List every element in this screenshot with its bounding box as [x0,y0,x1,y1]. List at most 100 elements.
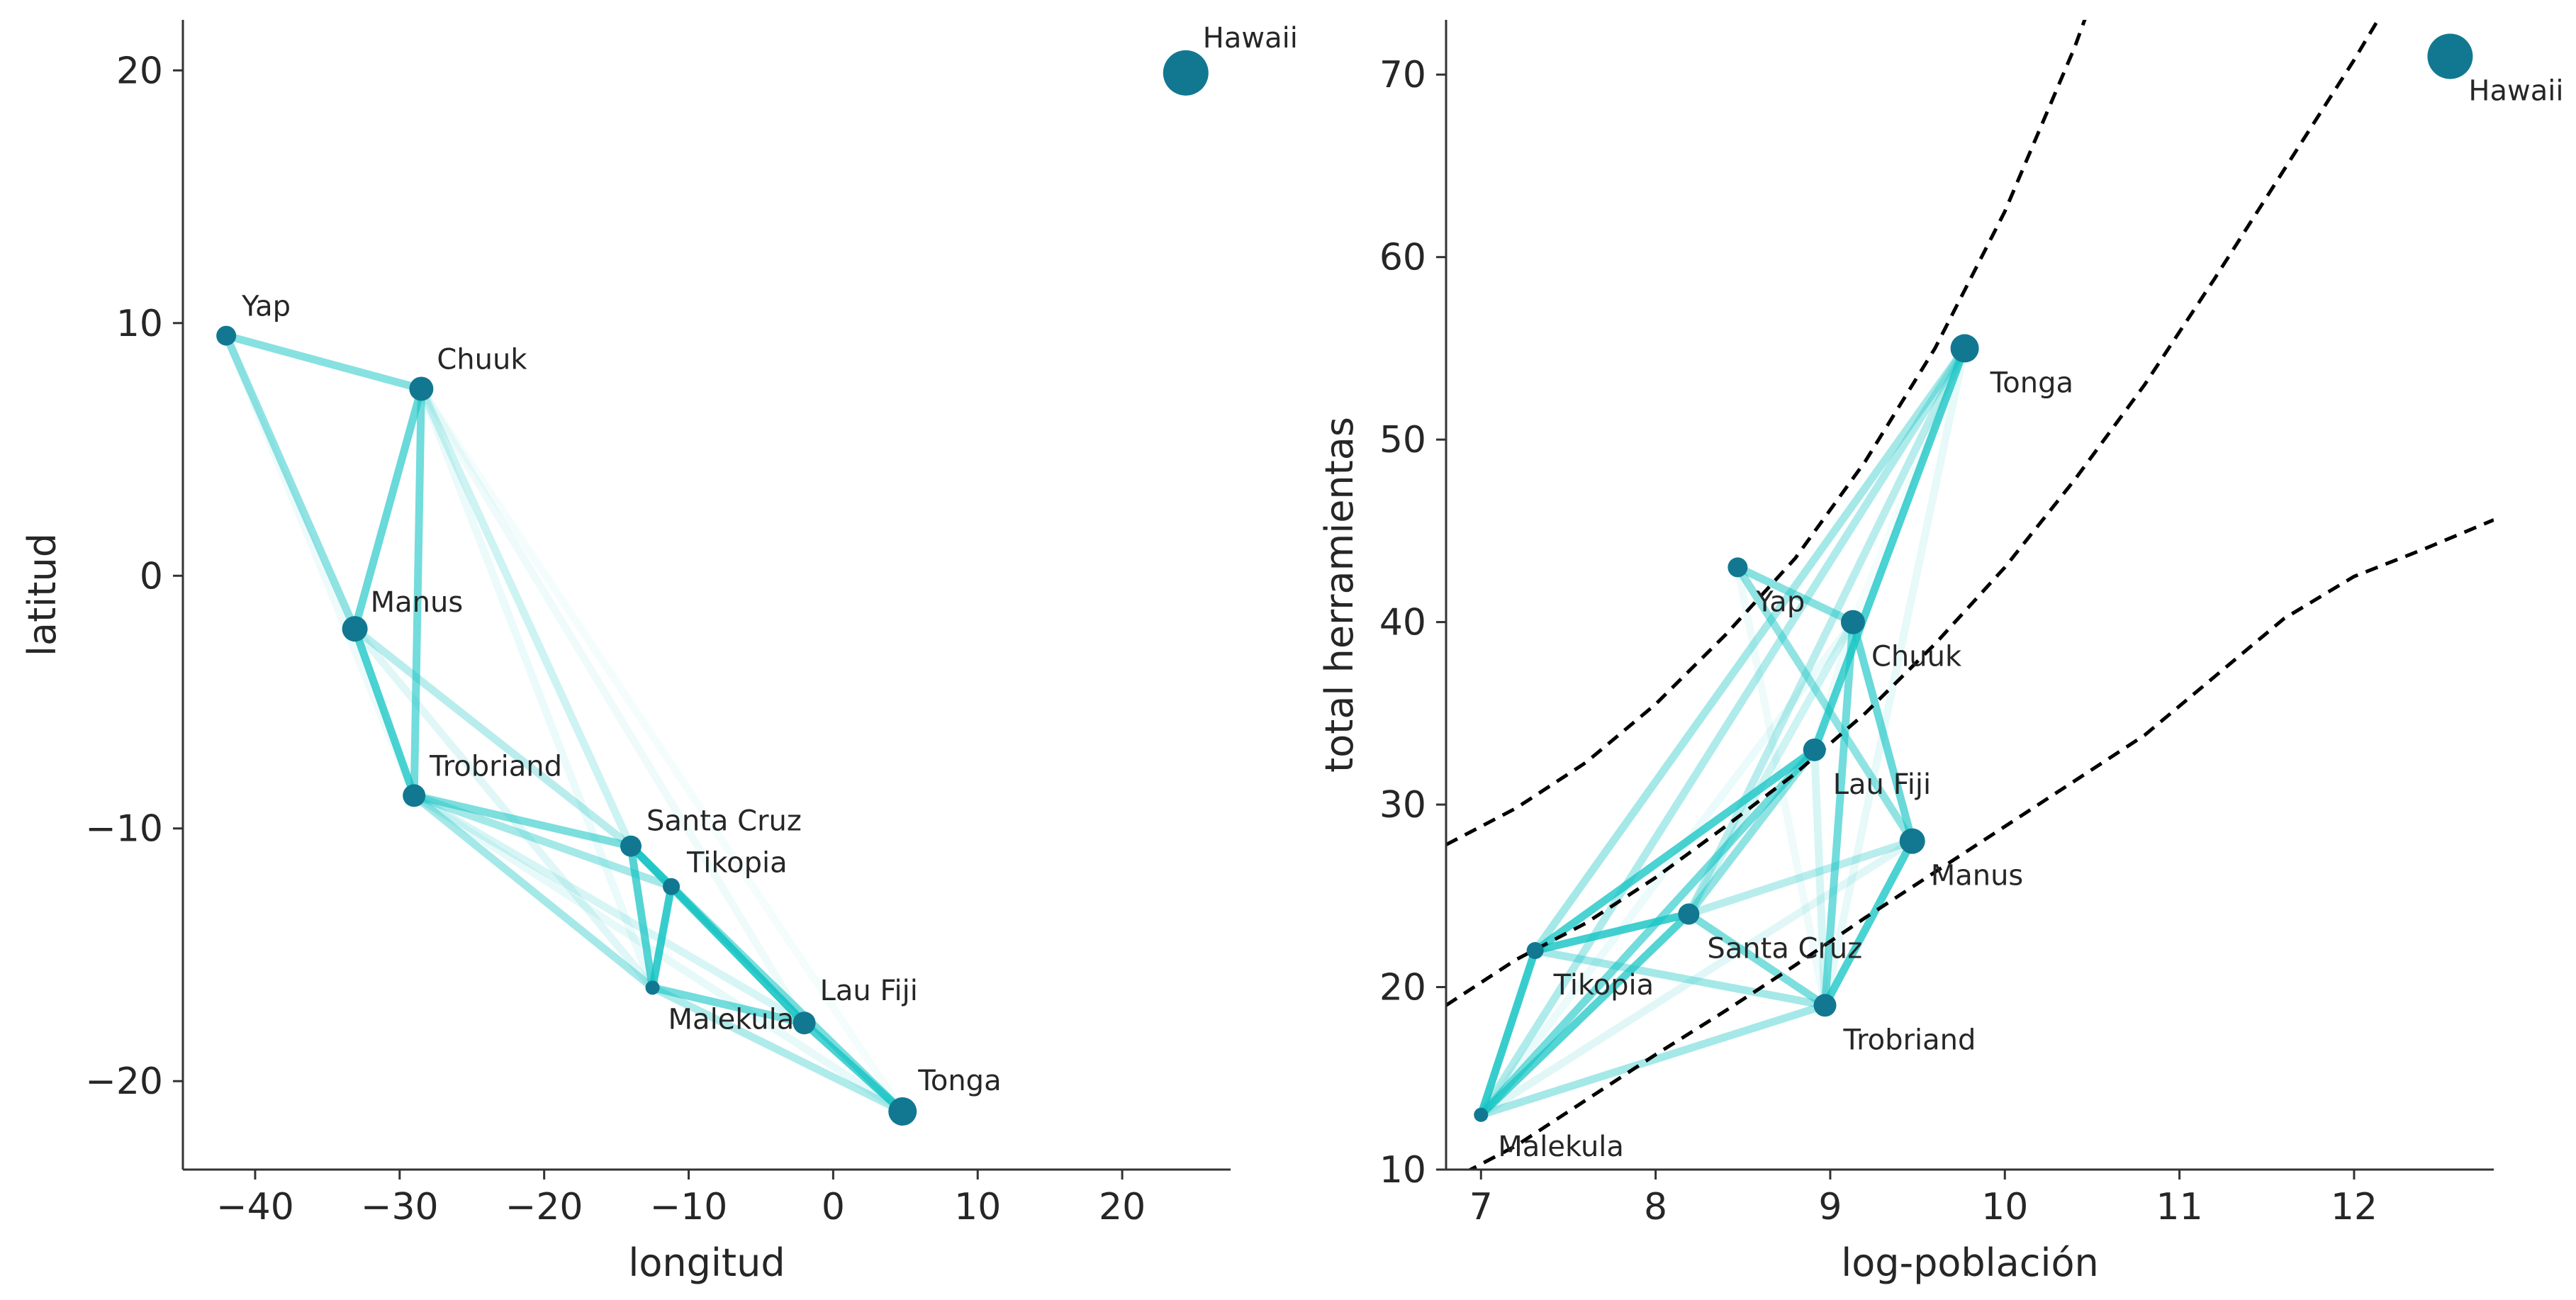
right-x-axis-label: log-población [1841,1240,2098,1285]
left-x-ticks: −40 −30 −20 −10 0 10 20 [216,1170,1146,1228]
data-point [1950,334,1979,363]
left-x-axis-label: longitud [628,1240,785,1285]
point-label: Trobriand [429,750,562,783]
x-tick-label: 11 [2156,1186,2203,1228]
network-edge [1531,746,1819,955]
point-label: Chuuk [437,343,527,376]
x-tick-label: 8 [1644,1186,1667,1228]
network-edge [1733,563,1917,846]
y-tick-label: 10 [1379,1149,1426,1192]
y-tick-label: 20 [116,50,163,92]
network-edge [667,882,907,1116]
network-edge [222,332,418,800]
right-point-labels: Malekula Tikopia Santa Cruz Yap Lau Fiji Trob… [1498,74,2563,1162]
y-tick-label: 40 [1379,602,1426,644]
point-label: Tonga [1990,366,2073,399]
network-edge [1821,837,1917,1009]
data-point [645,980,660,995]
network-edge [351,624,657,992]
y-tick-label: 70 [1379,54,1426,96]
left-axes [181,20,1231,1171]
y-tick-label: 10 [116,303,163,345]
network-edge [1733,563,1857,627]
right-edges [1477,344,1969,1119]
network-edge [649,983,907,1116]
network-edge [1477,837,1917,1119]
point-label: Chuuk [1871,641,1962,673]
x-tick-label: 7 [1469,1186,1493,1228]
point-label: Malekula [1498,1131,1624,1163]
x-tick-label: 10 [1981,1186,2028,1228]
y-tick-label: 0 [140,555,163,598]
data-point [2427,33,2473,79]
data-point [403,784,426,807]
point-label: Manus [1931,860,2024,892]
network-edge [1810,618,1857,754]
network-edge [1684,837,1917,919]
x-tick-label: −20 [505,1186,583,1228]
data-point [409,376,434,401]
point-label: Manus [371,586,464,619]
data-point [663,878,681,895]
y-tick-label: 60 [1379,237,1426,279]
point-label: Yap [241,291,291,323]
left-y-ticks: −20 −10 0 10 20 [85,50,183,1103]
network-edge [1477,344,1969,1119]
network-edge [222,332,359,633]
data-point [1526,942,1544,960]
point-label: Tikopia [686,847,788,880]
x-tick-label: −30 [361,1186,439,1228]
network-edge [351,384,425,633]
point-label: Malekula [668,1003,795,1036]
data-point [1163,50,1209,96]
y-tick-label: 50 [1379,419,1426,461]
network-edge [1684,618,1857,919]
right-x-ticks: 7 8 9 10 11 12 [1469,1170,2378,1228]
x-tick-label: 10 [954,1186,1001,1228]
network-edge [627,842,657,992]
data-point [620,835,642,857]
right-panel: Malekula Tikopia Santa Cruz Yap Lau Fiji Trob… [1317,20,2563,1285]
point-label: Trobriand [1843,1024,1976,1056]
network-edge [1531,344,1969,955]
network-edge [410,791,657,992]
x-tick-label: 12 [2331,1186,2378,1228]
left-edges [222,332,907,1116]
data-point [216,325,237,346]
left-points [216,50,1209,1126]
point-label: Lau Fiji [820,975,918,1007]
y-tick-label: 30 [1379,784,1426,826]
network-edge [1733,563,1830,1009]
right-y-axis-label: total herramientas [1317,417,1362,773]
network-edge [410,791,676,891]
data-point [1813,994,1837,1017]
data-point [342,616,368,642]
right-axes [1445,20,2494,1171]
x-tick-label: −10 [650,1186,728,1228]
network-edge [800,1019,907,1116]
y-tick-label: −20 [85,1060,163,1103]
data-point [1727,557,1748,578]
data-point [793,1012,816,1035]
right-points [1474,33,2473,1122]
data-point [1474,1107,1489,1122]
network-edge [1477,746,1819,1119]
right-y-ticks: 10 20 30 40 50 60 70 [1379,54,1446,1192]
data-point [1840,610,1865,634]
network-edge [410,384,425,800]
point-label: Santa Cruz [1707,933,1862,965]
network-edge [417,384,635,851]
network-edge [1810,746,1830,1009]
data-point [1899,828,1925,854]
data-point [1678,903,1700,925]
point-label: Lau Fiji [1833,768,1931,801]
point-label: Hawaii [1203,22,1298,55]
network-edge [627,842,809,1027]
point-label: Santa Cruz [646,805,802,838]
network-edge [410,791,809,1027]
right-dashed-lines [1446,20,2494,1170]
network-edge [1684,910,1830,1009]
x-tick-label: 9 [1818,1186,1842,1228]
network-edge [1477,1001,1830,1119]
